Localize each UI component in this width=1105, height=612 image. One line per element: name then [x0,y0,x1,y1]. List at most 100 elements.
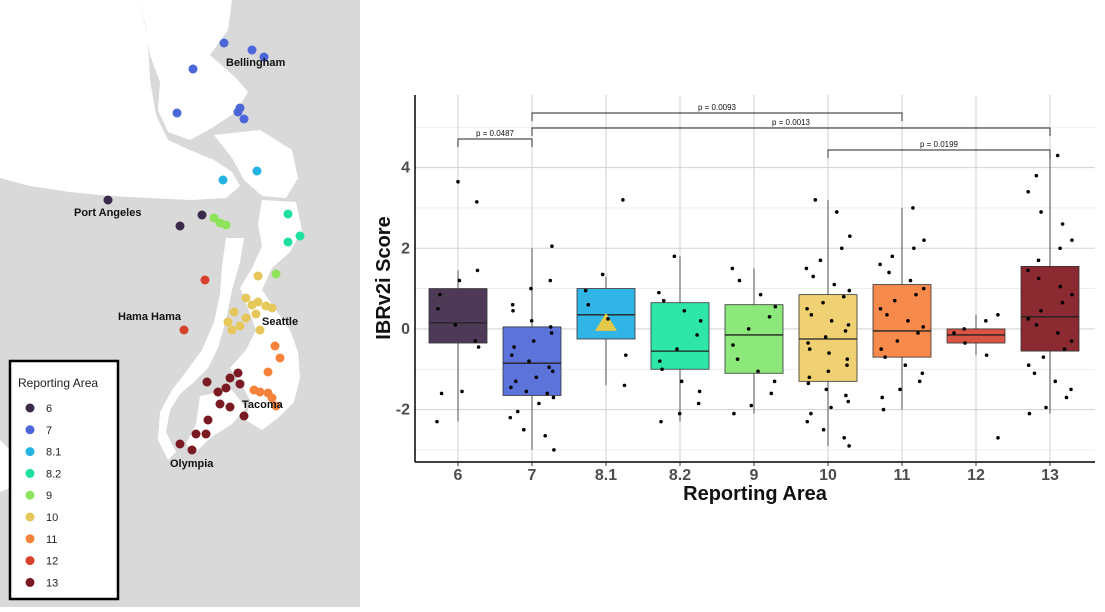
data-point [550,244,554,249]
p-value-label: p = 0.0013 [772,118,811,127]
chart-axes [414,95,1095,463]
legend-swatch-8-1 [25,447,35,457]
data-point [1055,153,1060,158]
data-point [749,403,754,408]
map-point [263,367,273,377]
map-point [283,209,293,219]
data-point [529,286,533,291]
data-point [1027,411,1032,416]
data-point [885,312,889,317]
data-point [438,292,442,297]
data-point [524,389,529,394]
data-point [677,411,682,416]
data-point [906,319,910,323]
map-point [200,275,210,285]
x-tick-label: 7 [528,467,537,484]
map-point [253,297,263,307]
data-point [772,379,777,384]
data-point [1044,405,1048,410]
data-point [952,331,956,335]
data-point [512,345,516,349]
map-point [267,303,277,313]
legend-title: Reporting Area [18,376,98,390]
box-9 [724,304,784,374]
data-point [547,365,551,370]
legend-label-12: 12 [46,556,58,568]
map-point [175,439,185,449]
legend-label-7: 7 [46,425,52,437]
boxplot-chart: p = 0.0487 p = 0.0093 p = 0.0013 p = 0.0199… [373,95,1095,505]
data-point [1039,210,1043,214]
data-point [887,270,891,275]
y-axis-title: IBRv2i Score [373,216,395,339]
data-point [846,399,851,404]
data-point [545,391,550,396]
map-point [255,387,265,397]
data-point [1060,222,1065,226]
data-point [829,405,833,410]
data-point [847,444,851,448]
data-point [746,327,751,331]
map-point [295,231,305,241]
legend-swatch-10 [25,512,35,522]
data-point [804,266,809,271]
data-point [606,317,610,321]
data-point [1034,323,1039,327]
legend-label-6: 6 [46,403,52,415]
map-point [241,313,251,323]
data-point [1039,308,1043,313]
map-point [201,429,211,439]
data-point [878,262,882,267]
legend-swatch-11 [25,534,35,544]
map-point [271,269,281,279]
data-point [476,345,481,349]
data-point [813,198,818,202]
data-point [917,379,922,384]
data-point [1070,238,1074,242]
x-tick-label: 6 [454,467,463,484]
data-point [883,355,887,359]
legend-label-11: 11 [46,534,57,546]
data-point [529,319,534,323]
data-point [842,436,846,440]
data-point [811,274,816,279]
x-tick-label: 13 [1041,467,1059,484]
data-point [829,319,834,323]
data-point [435,419,439,424]
map-point [191,429,201,439]
data-point [881,407,886,412]
legend-swatch-12 [25,556,35,566]
bracket-10-13 [827,149,1051,158]
map-point [221,383,231,393]
map-point [225,373,235,383]
data-point [843,329,848,333]
data-point [551,395,556,400]
bracket-7-11 [531,112,903,121]
data-point [513,379,518,384]
city-label-tacoma: Tacoma [242,399,284,411]
data-point [996,436,1000,440]
map-point [255,325,265,335]
data-point [731,343,735,347]
data-point [914,292,918,297]
map-point [253,271,263,281]
data-point [821,300,825,305]
map-point [267,393,277,403]
legend-swatch-8-2 [25,468,35,478]
data-point [657,359,662,363]
y-tick-label: -2 [396,402,410,419]
data-point [1060,300,1065,305]
data-point [659,419,663,424]
data-point [921,325,926,329]
data-point [543,433,548,438]
map-point [235,379,245,389]
data-point [827,351,831,355]
data-point [756,369,760,374]
city-label-hama-hama: Hama Hama [118,311,182,323]
data-point [510,302,515,307]
map-point [247,45,257,55]
x-tick-label: 9 [750,467,759,484]
data-point [623,353,628,357]
x-tick-label: 8.2 [669,467,691,484]
data-point [898,387,902,392]
